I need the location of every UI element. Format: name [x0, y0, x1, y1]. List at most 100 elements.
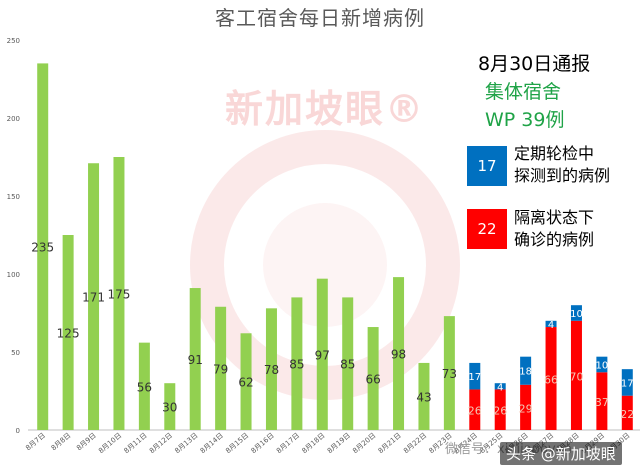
- data-label-quarantine: 70: [569, 370, 583, 383]
- data-label-total: 56: [137, 380, 152, 394]
- data-label-screening: 17: [468, 372, 481, 383]
- data-label-total: 85: [340, 358, 355, 372]
- data-label-total: 85: [289, 358, 304, 372]
- x-tick-label: 8月16日: [250, 431, 276, 455]
- bar-total: [215, 306, 227, 430]
- bar-quarantine: [570, 320, 582, 430]
- bar-quarantine: [520, 384, 532, 430]
- legend-label-quarantine-line2: 确诊的病例: [514, 230, 595, 249]
- bar-total: [291, 297, 303, 430]
- wp-count: WP 39例: [485, 109, 565, 131]
- data-labels: 235 125 171 175 56 30 91 79 62 78 85 97 85 66 98 43 73 26…: [31, 241, 634, 421]
- bar-total: [342, 297, 354, 430]
- bar-total: [367, 327, 379, 430]
- x-tick-label: 8月10日: [97, 431, 123, 455]
- bar-quarantine: [469, 389, 481, 430]
- x-tick-label: 8月20日: [351, 431, 377, 455]
- bar-screening: [621, 369, 633, 396]
- data-label-total: 78: [264, 363, 279, 377]
- bar-total: [164, 383, 176, 430]
- x-tick-label: 8月19日: [326, 431, 352, 455]
- bar-quarantine: [596, 372, 608, 430]
- bar-screening: [520, 356, 532, 385]
- legend-swatch-screening: 17: [467, 146, 507, 186]
- data-label-total: 79: [213, 362, 228, 376]
- bars: [37, 63, 633, 431]
- x-tick-label: 8月18日: [300, 431, 326, 455]
- y-tick-label: 100: [7, 271, 20, 279]
- x-tick-label: 8月11日: [123, 431, 149, 455]
- y-axis: 0 50 100 150 200 250: [7, 37, 640, 435]
- x-tick-label: 8月9日: [75, 431, 98, 452]
- bar-screening: [596, 356, 608, 373]
- data-label-total: 175: [108, 288, 131, 302]
- legend-label-screening: 定期轮检中 探测到的病例: [514, 143, 610, 187]
- data-label-quarantine: 37: [595, 396, 609, 409]
- data-label-total: 98: [391, 348, 406, 362]
- data-label-total: 66: [365, 373, 380, 387]
- data-label-total: 30: [162, 401, 177, 415]
- watermark-text: 新加坡眼®: [225, 87, 426, 131]
- bar-total: [113, 157, 125, 430]
- bar-quarantine: [545, 327, 557, 430]
- data-label-quarantine: 26: [493, 405, 507, 418]
- x-tick-label: 8月14日: [199, 431, 225, 455]
- y-tick-label: 0: [16, 427, 20, 435]
- legend-label-screening-line2: 探测到的病例: [514, 166, 611, 185]
- data-label-total: 235: [31, 241, 54, 255]
- data-label-screening: 18: [519, 367, 532, 378]
- y-tick-label: 200: [7, 115, 20, 123]
- y-tick-label: 250: [7, 37, 20, 45]
- data-label-quarantine: 22: [620, 408, 634, 421]
- x-tick-label: 8月21日: [377, 431, 403, 455]
- legend-label-screening-line1: 定期轮检中: [514, 144, 595, 163]
- footer-credit: 头条 @新加坡眼: [500, 442, 622, 465]
- bar-total: [62, 235, 74, 430]
- bar-total: [265, 308, 277, 430]
- data-label-total: 91: [188, 353, 203, 367]
- legend-label-quarantine-line1: 隔离状态下: [514, 208, 595, 227]
- data-label-total: 43: [416, 390, 431, 404]
- data-label-quarantine: 26: [468, 405, 482, 418]
- bar-total: [316, 278, 328, 430]
- data-label-total: 125: [57, 327, 80, 341]
- data-label-screening: 4: [497, 382, 503, 393]
- x-tick-label: 8月22日: [402, 431, 428, 455]
- data-label-screening: 17: [621, 378, 634, 389]
- y-tick-label: 150: [7, 193, 20, 201]
- data-label-screening: 10: [596, 360, 609, 371]
- bar-screening: [494, 383, 506, 390]
- data-label-total: 97: [315, 348, 330, 362]
- y-tick-label: 50: [11, 349, 20, 357]
- legend-swatch-quarantine: 22: [467, 209, 507, 249]
- data-label-total: 73: [442, 367, 457, 381]
- x-tick-label: 8月17日: [275, 431, 301, 455]
- bar-screening: [570, 305, 582, 321]
- data-label-screening: 10: [570, 309, 583, 320]
- bar-total: [88, 163, 100, 431]
- bar-screening: [469, 362, 481, 390]
- x-tick-label: 8月15日: [224, 431, 250, 455]
- x-tick-label: 8月12日: [148, 431, 174, 455]
- bar-total: [189, 288, 201, 430]
- x-tick-label: 8月7日: [24, 431, 47, 452]
- data-label-screening: 4: [548, 320, 554, 331]
- watermark-center: [263, 203, 387, 327]
- bar-screening: [545, 320, 557, 328]
- data-label-quarantine: 29: [519, 402, 533, 415]
- bar-quarantine: [621, 395, 633, 430]
- legend-label-quarantine: 隔离状态下 确诊的病例: [514, 207, 594, 251]
- x-tick-label: 8月8日: [50, 431, 73, 452]
- report-date: 8月30日通报: [478, 53, 591, 75]
- data-label-total: 171: [82, 291, 105, 305]
- bar-total: [443, 316, 455, 430]
- group-label: 集体宿舍: [485, 81, 562, 103]
- bar-total: [418, 362, 430, 430]
- bar-total: [138, 342, 150, 430]
- bar-total: [393, 277, 405, 430]
- bar-quarantine: [494, 389, 506, 430]
- bar-total: [240, 333, 252, 430]
- data-label-quarantine: 66: [544, 374, 558, 387]
- chart-title: 客工宿舍每日新增病例: [215, 6, 425, 30]
